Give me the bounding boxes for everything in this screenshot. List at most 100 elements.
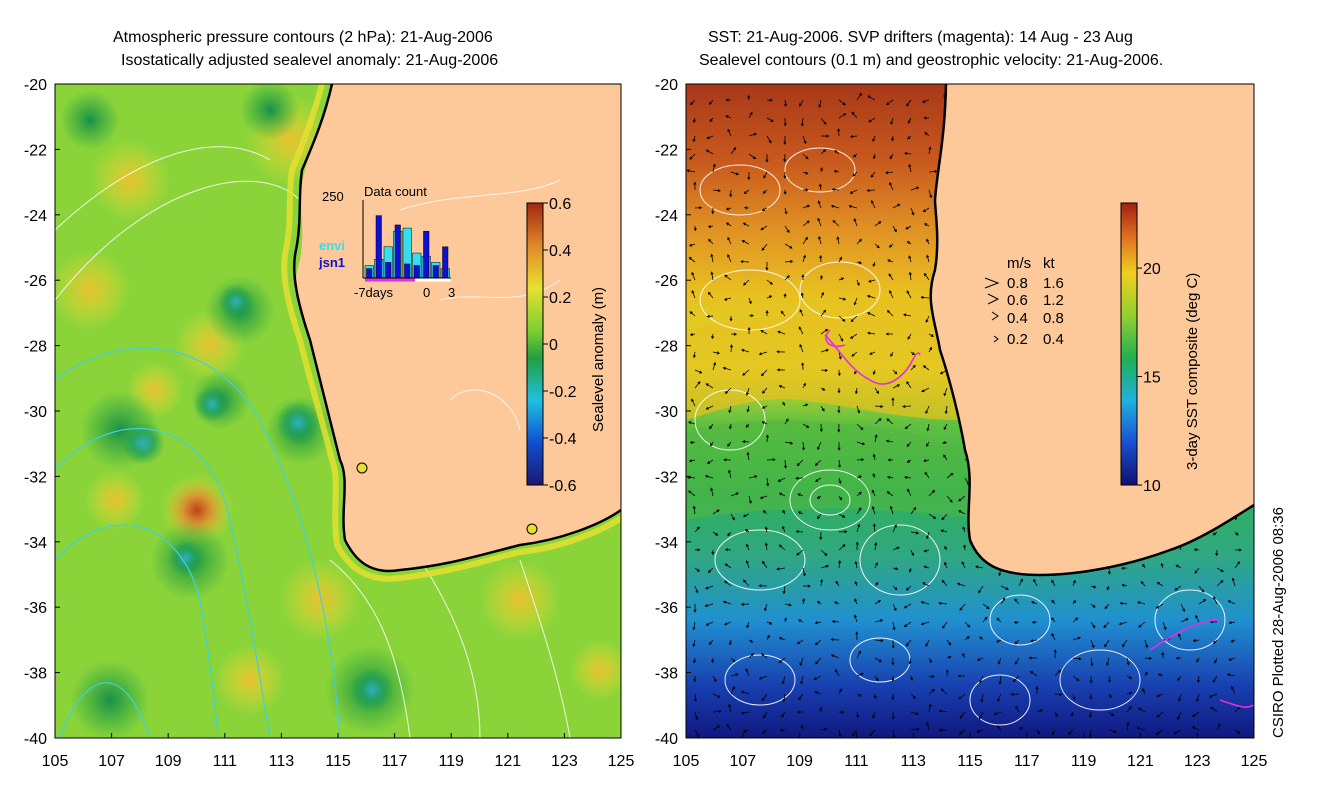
velocity-legend-kt-1: 1.2 — [1043, 292, 1064, 309]
velocity-arrow-1113 — [1191, 726, 1200, 731]
right-lat-label-2: -24 — [655, 208, 678, 225]
left-lat-label-6: -32 — [24, 469, 47, 486]
velocity-arrow-875 — [816, 600, 822, 605]
right-lat-label-1: -22 — [655, 142, 678, 159]
velocity-arrow-1032 — [856, 693, 862, 697]
velocity-arrow-750 — [795, 530, 804, 534]
velocity-arrow-865 — [1198, 585, 1205, 593]
velocity-arrow-864 — [1174, 585, 1182, 591]
velocity-arrow-822 — [975, 565, 984, 569]
velocity-arrow-725 — [910, 506, 917, 515]
velocity-arrow-890 — [1090, 603, 1096, 608]
velocity-legend-header-ms: m/s — [1007, 255, 1031, 272]
velocity-arrow-1115 — [1234, 729, 1241, 734]
velocity-arrow-165 — [866, 188, 876, 192]
velocity-arrow-529 — [728, 405, 732, 414]
sealevel-colorbar-tick-label-6: -0.6 — [549, 478, 577, 495]
anomaly-blob-24 — [168, 540, 204, 576]
velocity-arrow-218 — [707, 224, 714, 228]
velocity-arrow-0 — [690, 99, 696, 106]
velocity-arrow-691 — [856, 491, 862, 497]
velocity-legend-header-kt: kt — [1043, 255, 1056, 272]
velocity-arrow-899 — [692, 621, 696, 631]
velocity-arrow-965 — [760, 653, 768, 659]
velocity-arrow-869 — [704, 603, 714, 607]
velocity-arrow-68 — [802, 135, 807, 145]
velocity-arrow-416 — [928, 333, 935, 337]
velocity-arrow-896 — [1198, 599, 1207, 605]
velocity-legend-ms-3: 0.2 — [1007, 331, 1028, 348]
right-lat-label-0: -20 — [655, 77, 678, 94]
velocity-arrow-758 — [940, 529, 948, 533]
velocity-arrow-539 — [902, 404, 912, 408]
velocity-arrow-1092 — [820, 727, 828, 731]
velocity-arrow-1035 — [910, 693, 916, 699]
velocity-arrow-868 — [693, 603, 697, 613]
velocity-arrow-136 — [908, 163, 912, 173]
velocity-arrow-969 — [830, 654, 840, 659]
right-lon-label-8: 121 — [1127, 753, 1154, 770]
inset-bar-jsn1-2 — [385, 262, 392, 279]
velocity-arrow-251 — [741, 240, 750, 245]
velocity-arrow-876 — [834, 601, 840, 605]
velocity-arrow-933 — [748, 639, 754, 643]
velocity-arrow-623 — [746, 451, 750, 461]
velocity-arrow-472 — [820, 368, 829, 372]
velocity-arrow-663 — [904, 475, 912, 480]
velocity-arrow-620 — [688, 459, 696, 463]
left-lat-label-5: -30 — [24, 404, 47, 421]
velocity-arrow-250 — [727, 236, 732, 245]
velocity-arrow-1011 — [1029, 670, 1038, 677]
velocity-arrow-829 — [1107, 567, 1111, 575]
velocity-arrow-1016 — [1126, 675, 1133, 679]
velocity-legend-ms-0: 0.8 — [1007, 275, 1028, 292]
velocity-arrow-500 — [761, 387, 768, 394]
velocity-arrow-953 — [1104, 639, 1110, 648]
anomaly-blob-6 — [85, 470, 145, 530]
velocity-arrow-1 — [708, 99, 714, 105]
velocity-arrow-193 — [817, 200, 822, 209]
velocity-arrow-788 — [923, 549, 930, 553]
velocity-arrow-944 — [946, 639, 952, 646]
velocity-arrow-1080 — [1156, 711, 1164, 718]
velocity-arrow-407 — [760, 330, 768, 335]
velocity-arrow-534 — [820, 405, 825, 412]
velocity-arrow-590 — [710, 441, 714, 447]
velocity-arrow-319 — [856, 279, 860, 287]
velocity-arrow-1114 — [1216, 723, 1221, 731]
velocity-arrow-808 — [724, 563, 732, 569]
velocity-arrow-790 — [963, 544, 967, 551]
velocity-arrow-1009 — [998, 675, 1002, 685]
velocity-arrow-1042 — [1035, 685, 1039, 695]
velocity-arrow-848 — [892, 585, 898, 591]
left-lon-label-7: 119 — [438, 753, 464, 770]
velocity-arrow-686 — [759, 495, 768, 500]
velocity-arrow-1015 — [1107, 675, 1111, 683]
inset-bar-jsn1-3 — [394, 224, 401, 279]
velocity-arrow-1083 — [1210, 706, 1218, 713]
velocity-arrow-292 — [926, 254, 930, 263]
left-lat-label-8: -36 — [24, 600, 47, 617]
velocity-arrow-188 — [725, 207, 732, 211]
velocity-arrow-379 — [820, 309, 827, 317]
velocity-arrow-350 — [853, 297, 858, 306]
velocity-arrow-816 — [874, 562, 878, 569]
velocity-arrow-405 — [730, 332, 738, 336]
velocity-arrow-621 — [706, 459, 714, 464]
velocity-arrow-501 — [778, 385, 786, 389]
velocity-arrow-872 — [764, 603, 768, 612]
sst-colorbar-tick-label-1: 15 — [1143, 370, 1161, 387]
velocity-arrow-652 — [704, 475, 714, 479]
left-lon-label-8: 121 — [494, 753, 521, 770]
velocity-arrow-195 — [848, 205, 858, 209]
velocity-arrow-950 — [1051, 632, 1056, 641]
anomaly-blob-7 — [280, 560, 360, 640]
velocity-arrow-468 — [742, 369, 750, 376]
inset-title: Data count — [364, 184, 427, 199]
velocity-arrow-901 — [724, 621, 732, 626]
csiro-credit: CSIRO Plotted 28-Aug-2006 08:36 — [1270, 507, 1287, 738]
velocity-arrow-935 — [778, 636, 786, 641]
velocity-arrow-67 — [783, 135, 787, 145]
velocity-arrow-1040 — [997, 693, 1002, 702]
velocity-arrow-897 — [1213, 596, 1218, 605]
